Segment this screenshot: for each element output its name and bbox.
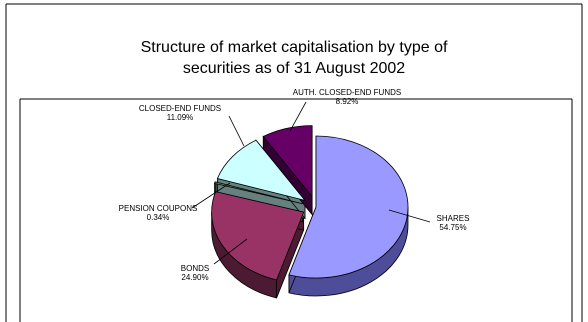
slice-label-closed-end-funds: CLOSED-END FUNDS (139, 104, 221, 113)
leader-line-shares (388, 209, 431, 223)
pie-slices (211, 125, 409, 299)
pie-slice-shares (288, 135, 409, 279)
slice-label-bonds: BONDS (181, 264, 209, 273)
slice-value-bonds: 24.90% (181, 273, 208, 282)
leader-line-closed-end-funds (228, 115, 245, 147)
pie-slice-bonds (211, 191, 305, 281)
chart-title-line-2: securities as of 31 August 2002 (183, 60, 405, 77)
slice-value-shares: 54.75% (439, 223, 466, 232)
slice-value-closed-end-funds: 11.09% (167, 113, 194, 122)
slice-value-pension-coupons: 0.34% (147, 213, 170, 222)
slice-label-shares: SHARES (437, 214, 470, 223)
leader-line-bonds (213, 238, 248, 265)
leader-line-pension-coupons (191, 182, 231, 209)
leader-lines (191, 101, 431, 265)
slice-label-pension-coupons: PENSION COUPONS (119, 204, 198, 213)
slice-label-auth-closed-end-funds: AUTH. CLOSED-END FUNDS (293, 88, 401, 97)
slice-value-auth-closed-end-funds: 8.92% (336, 97, 359, 106)
chart-title-line-1: Structure of market capitalisation by ty… (141, 39, 448, 56)
pie-slice-closed-end-funds (216, 139, 307, 202)
pie-slice-pension-coupons (213, 181, 303, 205)
leader-line-auth-closed-end-funds (289, 101, 307, 132)
pie-slice-auth-closed-end-funds (262, 125, 313, 198)
